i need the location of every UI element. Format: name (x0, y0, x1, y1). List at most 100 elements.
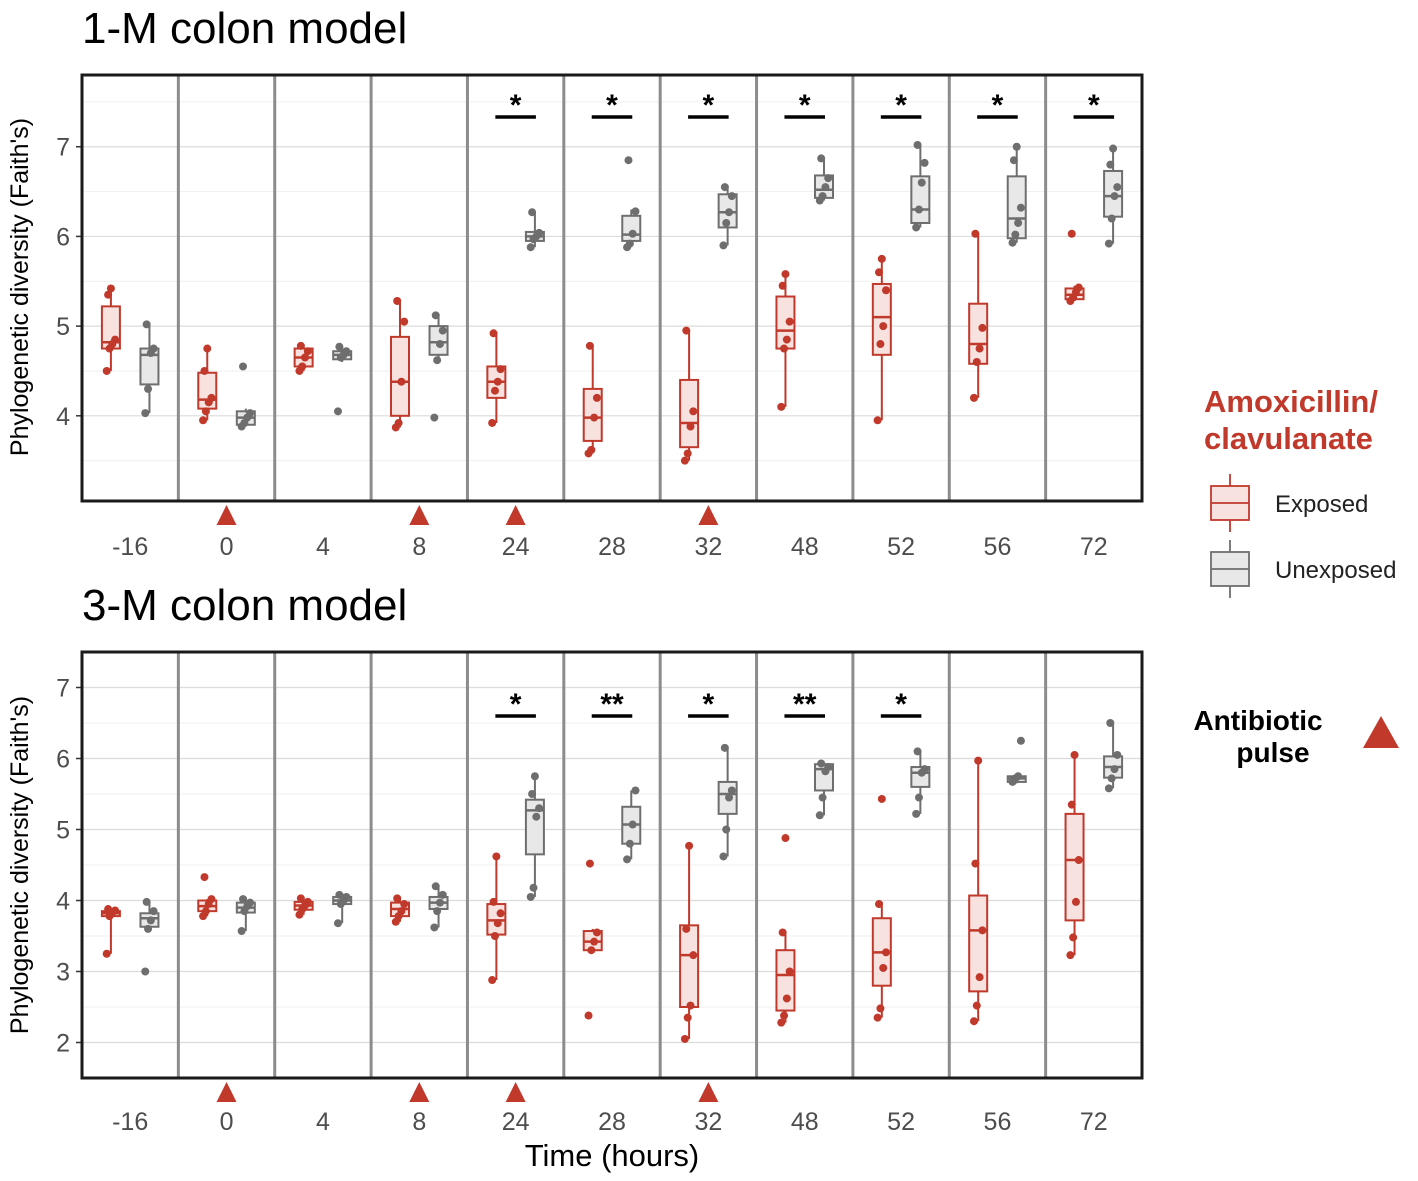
panel-border (80, 73, 1144, 503)
data-point (879, 963, 888, 972)
unexposed-boxplot (332, 342, 353, 416)
data-point (972, 357, 981, 366)
panel-2-y-axis-label: Phylogenetic diversity (Faith's) (6, 696, 34, 1034)
data-point (818, 192, 827, 201)
unexposed-boxplot (910, 140, 931, 232)
exposed-boxplot (582, 341, 603, 458)
data-point (913, 140, 922, 149)
data-point (430, 413, 439, 422)
significance-label: * (799, 89, 811, 122)
legend-unexposed-label: Unexposed (1275, 557, 1396, 584)
data-point (1067, 229, 1076, 238)
data-point (917, 178, 926, 187)
x-tick-label: 48 (791, 1108, 819, 1136)
exposed-boxplot (871, 794, 892, 1022)
data-point (535, 804, 544, 813)
data-point (433, 356, 442, 365)
panel-1-y-axis-label: Phylogenetic diversity (Faith's) (6, 118, 34, 456)
data-point (201, 407, 210, 416)
data-point (969, 1017, 978, 1026)
data-point (435, 898, 444, 907)
data-point (584, 1011, 593, 1020)
data-point (778, 928, 787, 937)
data-point (971, 229, 980, 238)
data-point (530, 772, 539, 781)
data-point (1070, 750, 1079, 759)
data-point (875, 900, 884, 909)
data-point (683, 1013, 692, 1022)
x-tick-label: 4 (316, 1108, 330, 1136)
panel-2-title: 3-M colon model (82, 581, 407, 630)
data-point (780, 344, 789, 353)
box (679, 378, 700, 449)
data-point (876, 340, 885, 349)
data-point (631, 786, 640, 795)
data-point (590, 413, 599, 422)
data-point (303, 347, 312, 356)
data-point (492, 852, 501, 861)
data-point (781, 270, 790, 279)
data-point (237, 927, 246, 936)
antibiotic-pulse-marker (505, 505, 526, 525)
exposed-boxplot (871, 254, 892, 425)
data-point (239, 362, 248, 371)
data-point (817, 154, 826, 163)
data-point (490, 386, 499, 395)
data-point (335, 342, 344, 351)
significance-label: * (606, 89, 618, 122)
x-axis-label: Time (hours) (525, 1138, 700, 1173)
data-point (882, 286, 891, 295)
data-point (1014, 772, 1023, 781)
unexposed-boxplot (332, 890, 353, 928)
data-point (342, 347, 351, 356)
unexposed-boxplot (717, 743, 738, 861)
data-point (333, 919, 342, 928)
data-point (1014, 218, 1023, 227)
data-point (625, 239, 634, 248)
data-point (882, 948, 891, 957)
data-point (1106, 160, 1115, 169)
data-point (782, 994, 791, 1003)
data-point (1104, 784, 1113, 793)
data-point (725, 793, 734, 802)
data-point (873, 1013, 882, 1022)
data-point (727, 192, 736, 201)
data-point (592, 928, 601, 937)
exposed-boxplot (1064, 750, 1085, 960)
data-point (628, 229, 637, 238)
data-point (817, 759, 826, 768)
x-tick-label: 28 (598, 1108, 626, 1136)
data-point (102, 949, 111, 958)
antibiotic-pulse-marker (505, 1082, 526, 1102)
legend-key-exposed (1210, 474, 1250, 532)
data-point (200, 366, 209, 375)
data-point (974, 756, 983, 765)
antibiotic-pulse-marker (698, 505, 719, 525)
data-point (592, 393, 601, 402)
data-point (111, 906, 120, 915)
data-point (877, 254, 886, 263)
data-point (785, 317, 794, 326)
unexposed-boxplot (1103, 719, 1124, 793)
data-point (298, 362, 307, 371)
data-point (528, 790, 537, 798)
data-point (526, 243, 535, 252)
unexposed-boxplot (428, 311, 449, 422)
data-point (496, 909, 505, 918)
data-point (914, 205, 923, 214)
x-tick-label: 24 (502, 1108, 530, 1136)
data-point (430, 923, 439, 932)
exposed-boxplot (775, 834, 796, 1027)
data-point (777, 402, 786, 411)
data-point (1066, 951, 1075, 960)
exposed-boxplot (100, 284, 121, 375)
data-point (303, 897, 312, 906)
data-point (528, 208, 537, 217)
data-point (207, 393, 216, 402)
data-point (975, 973, 984, 982)
x-tick-label: 72 (1080, 1108, 1108, 1136)
data-point (875, 268, 884, 277)
data-point (1109, 144, 1118, 153)
